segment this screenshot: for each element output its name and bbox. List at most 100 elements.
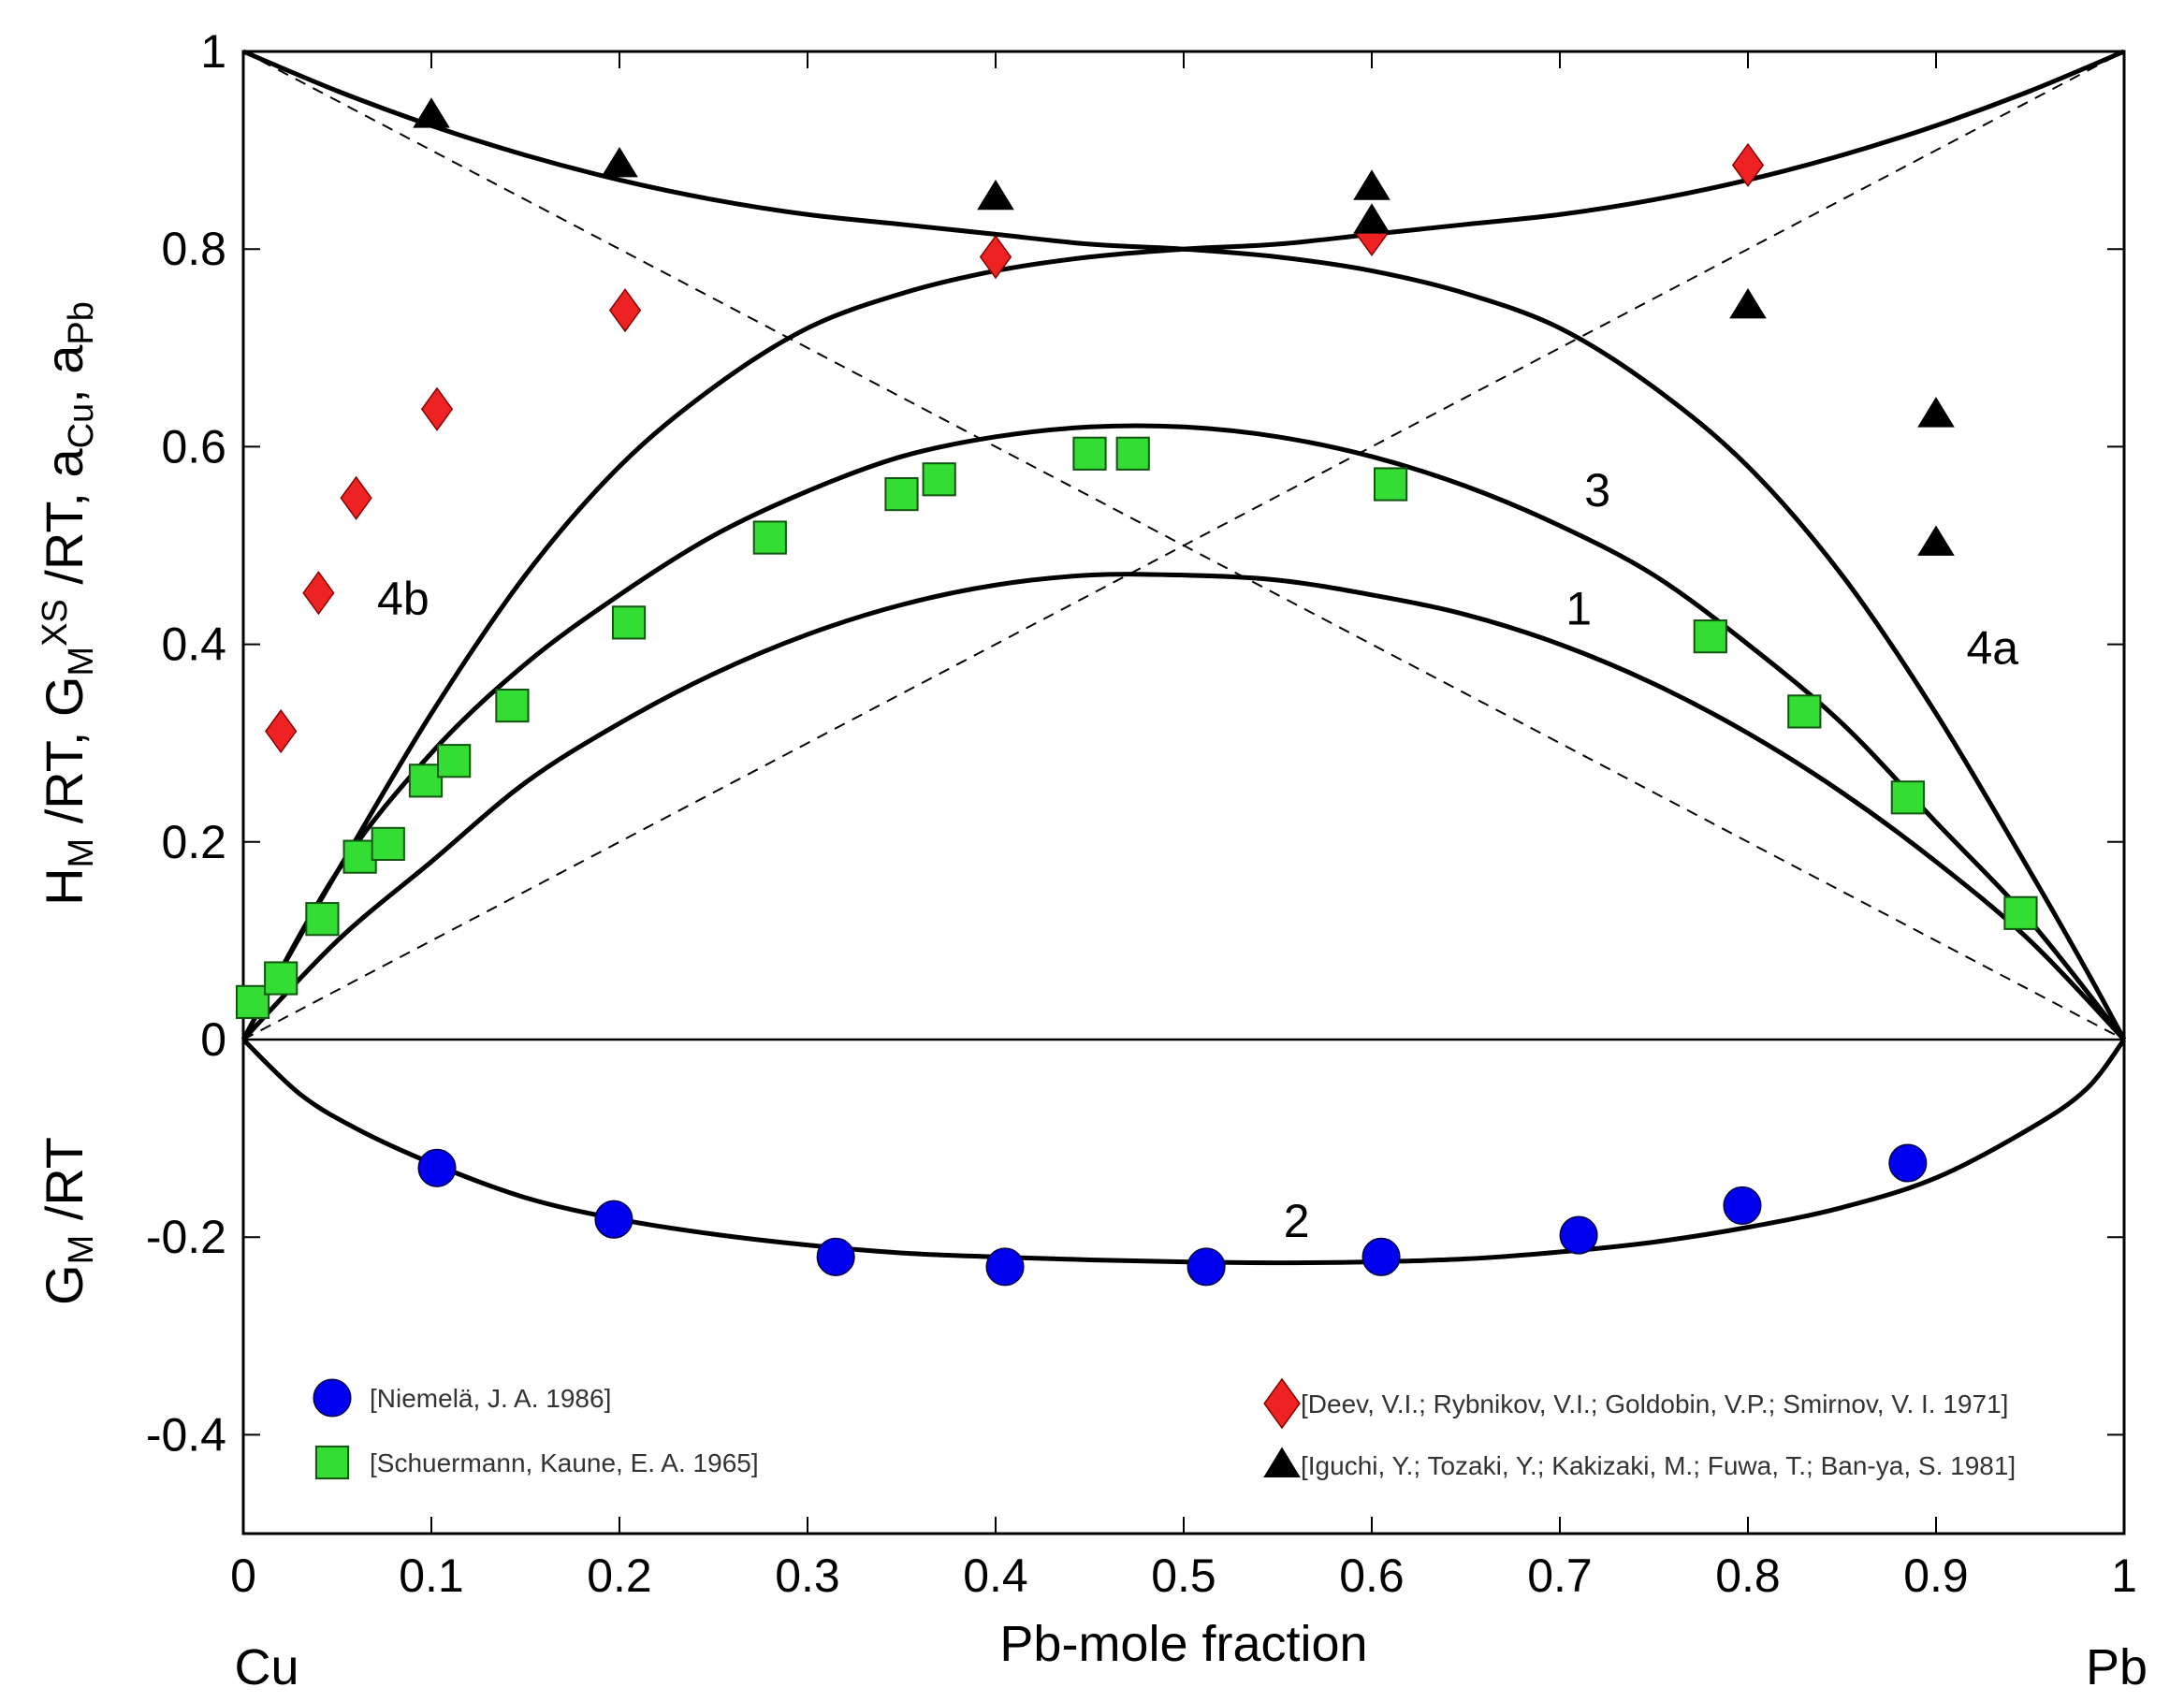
y-label-part: Cu xyxy=(62,403,101,449)
y-axis-title-lower: GM /RT xyxy=(35,1137,101,1305)
x-end-label-cu: Cu xyxy=(234,1639,298,1695)
x-tick-label: 0.4 xyxy=(963,1549,1028,1602)
x-tick-label: 1 xyxy=(2111,1549,2137,1602)
data-point-square xyxy=(264,961,298,996)
data-point-diamond xyxy=(302,571,335,616)
data-point-square xyxy=(235,984,270,1019)
data-point-square xyxy=(752,520,787,555)
x-tick-label: 0.3 xyxy=(775,1549,840,1602)
y-label-part: /RT xyxy=(35,1137,94,1235)
curve-4a xyxy=(242,49,2127,1041)
data-point-square xyxy=(342,839,377,874)
data-point-circle xyxy=(1723,1186,1762,1225)
data-point-triangle xyxy=(977,179,1014,211)
data-point-square xyxy=(408,764,444,798)
data-point-triangle xyxy=(413,97,450,128)
curve-label-4a: 4a xyxy=(1966,622,2018,675)
y-tick-label: 0 xyxy=(200,1013,226,1066)
curve-labels: 1 2 3 4a 4b xyxy=(377,464,2018,1247)
data-point-square xyxy=(1115,436,1150,471)
x-tick-label: 0.5 xyxy=(1151,1549,1216,1602)
x-tick-label: 0.9 xyxy=(1903,1549,1969,1602)
legend-marker-circle xyxy=(313,1378,352,1418)
curve-2 xyxy=(241,1038,2127,1266)
data-point-square xyxy=(1072,436,1107,471)
curve-raoult-pb xyxy=(242,51,2125,1040)
legend-marker-diamond xyxy=(1263,1377,1301,1430)
data-point-circle xyxy=(816,1237,855,1276)
data-point-square xyxy=(305,902,340,937)
experimental-points xyxy=(235,97,2038,1287)
data-point-circle xyxy=(594,1200,633,1239)
data-point-diamond xyxy=(420,386,454,431)
data-point-square xyxy=(495,688,530,723)
data-point-square xyxy=(1787,694,1822,729)
data-point-circle xyxy=(985,1247,1025,1287)
y-label-part: M xyxy=(62,838,101,868)
data-point-circle xyxy=(1559,1215,1598,1255)
y-label-part: M xyxy=(62,1235,101,1265)
data-point-diamond xyxy=(340,475,372,520)
data-point-square xyxy=(371,826,405,862)
y-tick-label: 0.6 xyxy=(161,420,226,473)
y-label-part: XS xyxy=(36,599,75,647)
x-tick-label: 0.2 xyxy=(587,1549,652,1602)
legend-label: [Iguchi, Y.; Tozaki, Y.; Kakizaki, M.; F… xyxy=(1301,1451,2016,1480)
tick-marks xyxy=(242,51,2125,1534)
data-point-triangle xyxy=(1917,525,1955,556)
x-tick-label: 0.1 xyxy=(399,1549,464,1602)
legend-label: [Niemelä, J. A. 1986] xyxy=(370,1384,611,1413)
curve-4b xyxy=(240,49,2125,1041)
data-point-circle xyxy=(1361,1237,1401,1276)
tick-labels: 0 0.1 0.2 0.3 0.4 0.5 0.6 0.7 0.8 0.9 1 -0.4 -0.2 0 0.… xyxy=(146,25,2137,1602)
legend-marker-square xyxy=(314,1445,350,1480)
data-point-square xyxy=(1374,467,1408,502)
data-point-square xyxy=(2003,895,2038,930)
y-tick-label: 0.2 xyxy=(161,816,226,868)
curve-3 xyxy=(240,423,2126,1041)
x-axis-title: Pb-mole fraction xyxy=(999,1616,1367,1672)
y-tick-label: 1 xyxy=(200,25,226,78)
x-tick-label: 0.8 xyxy=(1715,1549,1781,1602)
legend-label: [Schuermann, Kaune, E. A. 1965] xyxy=(370,1448,759,1477)
data-point-square xyxy=(437,744,472,778)
y-tick-label: -0.2 xyxy=(146,1211,226,1263)
y-label-part: /RT, G xyxy=(35,676,94,838)
data-point-triangle xyxy=(1917,397,1955,428)
data-point-circle xyxy=(417,1148,457,1187)
data-point-square xyxy=(1693,619,1727,654)
x-tick-label: 0.7 xyxy=(1527,1549,1593,1602)
data-point-triangle xyxy=(601,147,638,178)
y-axis-title-upper: HM /RT, GMXS /RT, aCu, aPb xyxy=(35,301,101,906)
y-tick-label: 0.4 xyxy=(161,618,226,671)
y-tick-label: -0.4 xyxy=(146,1408,226,1461)
y-label-part: H xyxy=(35,867,94,905)
legend-marker-triangle xyxy=(1263,1447,1301,1477)
curve-label-4b: 4b xyxy=(377,573,430,625)
data-point-diamond xyxy=(608,288,642,333)
data-point-square xyxy=(611,605,647,640)
data-point-diamond xyxy=(1731,142,1765,188)
y-tick-label: 0.8 xyxy=(161,223,226,275)
curve-label-3: 3 xyxy=(1584,464,1610,516)
curve-1 xyxy=(241,572,2126,1041)
x-tick-label: 0 xyxy=(230,1549,256,1602)
y-label-part: /RT, a xyxy=(35,448,94,600)
y-label-part: , a xyxy=(35,344,94,403)
curve-label-1: 1 xyxy=(1565,582,1592,634)
curve-label-2: 2 xyxy=(1284,1195,1310,1247)
data-point-circle xyxy=(1187,1247,1226,1287)
y-label-part: Pb xyxy=(62,301,101,344)
data-point-triangle xyxy=(1353,203,1390,234)
model-curves xyxy=(240,49,2127,1266)
data-point-diamond xyxy=(265,708,298,754)
legend-label: [Deev, V.I.; Rybnikov, V.I.; Goldobin, V… xyxy=(1301,1389,2008,1418)
y-label-part: M xyxy=(62,647,101,676)
y-label-part: G xyxy=(35,1264,94,1305)
data-point-square xyxy=(1890,780,1925,815)
x-tick-label: 0.6 xyxy=(1339,1549,1405,1602)
legend: [Niemelä, J. A. 1986] [Schuermann, Kaune,… xyxy=(313,1377,2016,1480)
data-point-square xyxy=(922,462,956,497)
data-point-square xyxy=(884,476,919,512)
